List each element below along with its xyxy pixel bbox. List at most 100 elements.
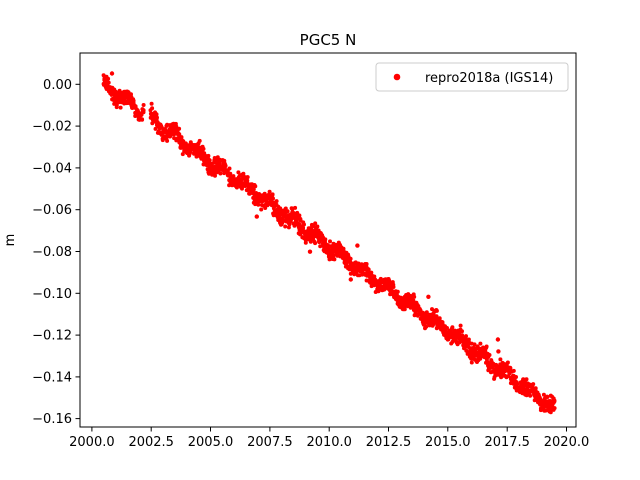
legend: repro2018a (IGS14) (375, 62, 569, 92)
data-point (227, 166, 232, 171)
data-point (524, 377, 529, 382)
data-point (460, 333, 465, 338)
data-point (382, 287, 387, 292)
data-point (270, 192, 275, 197)
data-point (364, 262, 369, 266)
x-tick-label: 2020.0 (544, 435, 590, 450)
data-point (283, 224, 288, 229)
data-point (315, 224, 320, 229)
data-point (293, 205, 298, 210)
data-point (201, 146, 206, 151)
data-point (141, 108, 146, 113)
data-point (236, 170, 241, 175)
data-point (259, 207, 264, 212)
data-point (531, 382, 536, 387)
data-point (253, 184, 258, 189)
x-tick-label: 2010.0 (306, 435, 352, 450)
data-point (450, 325, 455, 330)
y-tick-label: −0.14 (32, 370, 72, 385)
y-tick-label: 0.00 (43, 78, 72, 93)
data-point (140, 117, 145, 122)
data-point (402, 307, 407, 312)
data-point (285, 209, 290, 214)
data-point (141, 103, 146, 107)
outlier-point (355, 243, 360, 248)
data-point (274, 199, 279, 204)
data-point (424, 324, 429, 329)
x-tick-label: 2000.0 (69, 435, 115, 450)
data-point (515, 382, 520, 386)
data-point (106, 76, 111, 81)
data-point (150, 106, 155, 111)
data-point (241, 171, 246, 176)
data-point (213, 173, 217, 178)
data-point (286, 225, 291, 230)
data-point (434, 308, 439, 313)
data-point (545, 395, 550, 399)
data-point (472, 342, 477, 347)
data-point (256, 202, 261, 207)
data-point (366, 267, 371, 272)
legend-frame (375, 62, 569, 92)
data-point (460, 329, 464, 334)
data-point (328, 239, 332, 244)
data-point (263, 206, 268, 210)
outlier-point (254, 214, 259, 219)
outlier-point (109, 71, 115, 76)
data-point (218, 171, 223, 176)
y-axis-label: m (3, 234, 18, 247)
data-point (412, 294, 417, 299)
scatter-points (101, 71, 557, 415)
data-point (117, 88, 122, 93)
data-point (487, 353, 492, 357)
axis-ticks: 2000.0 2002.5 2005.0 2007.5 2010.0 2012.5 2015… (32, 78, 589, 450)
data-point (271, 196, 275, 201)
x-tick-label: 2015.0 (425, 435, 471, 450)
y-tick-label: −0.08 (32, 245, 72, 260)
data-point (228, 171, 233, 176)
data-point (206, 153, 211, 158)
data-point (552, 406, 557, 411)
data-point (508, 365, 513, 370)
x-tick-label: 2017.5 (484, 435, 530, 450)
data-point (332, 257, 337, 262)
outlier-point (277, 219, 283, 224)
data-point (165, 138, 170, 143)
data-point (521, 377, 526, 382)
data-point (427, 323, 432, 328)
data-point (118, 105, 123, 110)
data-point (267, 189, 272, 194)
data-point (245, 175, 250, 180)
data-point (498, 357, 503, 362)
y-tick-label: −0.06 (32, 203, 72, 218)
data-point (458, 323, 463, 328)
x-tick-label: 2002.5 (128, 435, 174, 450)
data-point (318, 244, 323, 249)
data-point (533, 386, 538, 391)
data-point (177, 126, 182, 131)
data-point (325, 243, 330, 248)
data-point (177, 132, 182, 137)
data-point (511, 368, 516, 373)
data-point (297, 213, 302, 218)
data-point (528, 393, 533, 398)
legend-label: repro2018a (IGS14) (425, 71, 553, 86)
data-point (149, 101, 154, 106)
data-point (369, 270, 374, 275)
y-tick-label: −0.04 (32, 161, 72, 176)
data-point (430, 307, 434, 312)
data-point (131, 98, 136, 103)
data-point (348, 256, 353, 261)
data-point (231, 174, 236, 179)
y-tick-label: −0.12 (32, 329, 72, 344)
data-point (514, 375, 518, 379)
data-point (323, 237, 328, 242)
data-point (505, 360, 510, 365)
data-point (106, 80, 111, 85)
data-point (313, 221, 318, 226)
data-point (234, 185, 239, 190)
data-point (155, 115, 159, 120)
outlier-point (426, 294, 431, 299)
